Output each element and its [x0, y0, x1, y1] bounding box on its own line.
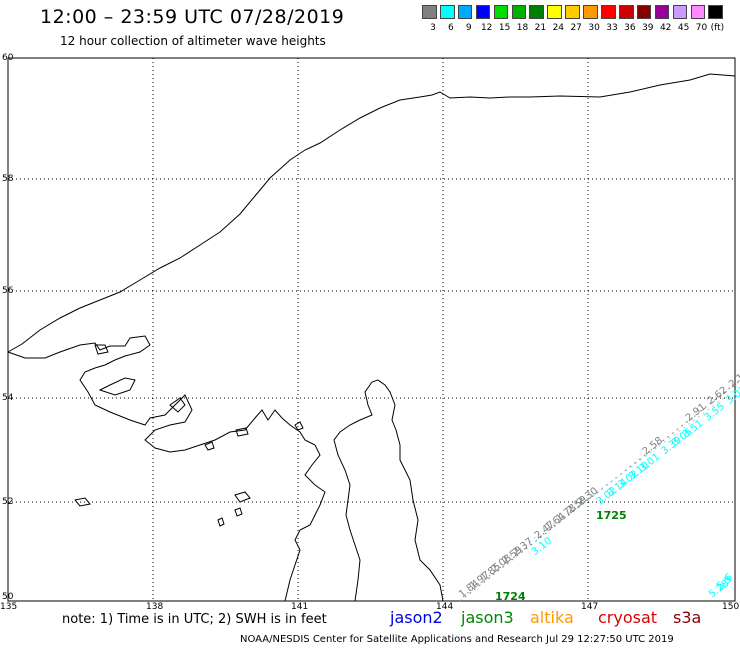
legend-label: 27	[570, 23, 582, 33]
legend-label: 18	[516, 23, 529, 33]
lon-label-150: 150	[722, 602, 740, 612]
legend-swatch	[708, 5, 724, 19]
lat-label-58: 58	[2, 174, 14, 184]
wave-readings-layer: 1.841.971.852.082.592.373.102.471.641.78…	[457, 368, 740, 603]
legend-swatch	[565, 5, 580, 19]
wave-reading: 2.18	[727, 368, 740, 390]
wave-reading: 6	[723, 572, 735, 585]
satellite-s3a: s3a	[673, 608, 702, 627]
legend-swatch	[583, 5, 598, 19]
legend-label: 15	[498, 23, 511, 33]
legend-label: 45	[677, 23, 690, 33]
footer-note: note: 1) Time is in UTC; 2) SWH is in fe…	[62, 612, 327, 627]
legend-swatch	[529, 5, 545, 19]
legend-swatch	[690, 5, 706, 19]
legend-swatch	[475, 5, 491, 19]
legend-swatch	[654, 5, 670, 19]
legend-swatch	[672, 5, 688, 19]
satellite-altika: altika	[530, 608, 574, 627]
legend-label: 6	[448, 23, 454, 33]
legend-label: 9	[465, 23, 472, 33]
legend-label: 30	[588, 23, 600, 33]
legend-swatch	[547, 5, 562, 19]
legend-label: 12	[480, 23, 493, 33]
page-subtitle: 12 hour collection of altimeter wave hei…	[60, 34, 326, 48]
legend-label: 39	[642, 23, 654, 33]
graticule	[8, 58, 735, 601]
coastline	[7, 73, 736, 602]
lon-label-135: 135	[0, 602, 18, 612]
track-pass-label: 1725	[596, 509, 627, 522]
lat-label-60: 60	[2, 53, 14, 63]
legend-swatch	[493, 5, 509, 19]
lon-label-147: 147	[581, 602, 599, 612]
lon-label-144: 144	[436, 602, 454, 612]
legend-swatch	[636, 5, 652, 19]
track-pass-label: 1724	[495, 590, 526, 603]
lat-label-52: 52	[2, 497, 14, 507]
legend-swatch	[618, 5, 634, 19]
legend-label: 70	[695, 23, 708, 33]
legend-label: 24	[552, 23, 565, 33]
legend-swatch	[457, 5, 473, 19]
legend-swatch	[422, 5, 437, 19]
legend-swatch	[439, 5, 455, 19]
lat-label-54: 54	[2, 393, 14, 403]
legend-label: 42	[659, 23, 672, 33]
legend-swatch	[601, 5, 616, 19]
legend-swatch	[511, 5, 527, 19]
page-title: 12:00 – 23:59 UTC 07/28/2019	[40, 6, 345, 28]
legend-unit: (ft)	[710, 23, 725, 33]
credit-line: NOAA/NESDIS Center for Satellite Applica…	[240, 634, 674, 645]
satellite-jason3: jason3	[461, 608, 514, 627]
satellite-cryosat: cryosat	[598, 608, 658, 627]
legend-label: 36	[624, 23, 636, 33]
lon-label-141: 141	[291, 602, 309, 612]
legend-label: 3	[430, 23, 436, 33]
legend-label: 21	[534, 23, 547, 33]
lat-label-56: 56	[2, 286, 14, 296]
legend-label: 33	[606, 23, 618, 33]
map-frame	[7, 57, 736, 602]
lat-label-50: 50	[2, 592, 14, 602]
satellite-jason2: jason2	[390, 608, 443, 627]
lon-label-138: 138	[146, 602, 164, 612]
